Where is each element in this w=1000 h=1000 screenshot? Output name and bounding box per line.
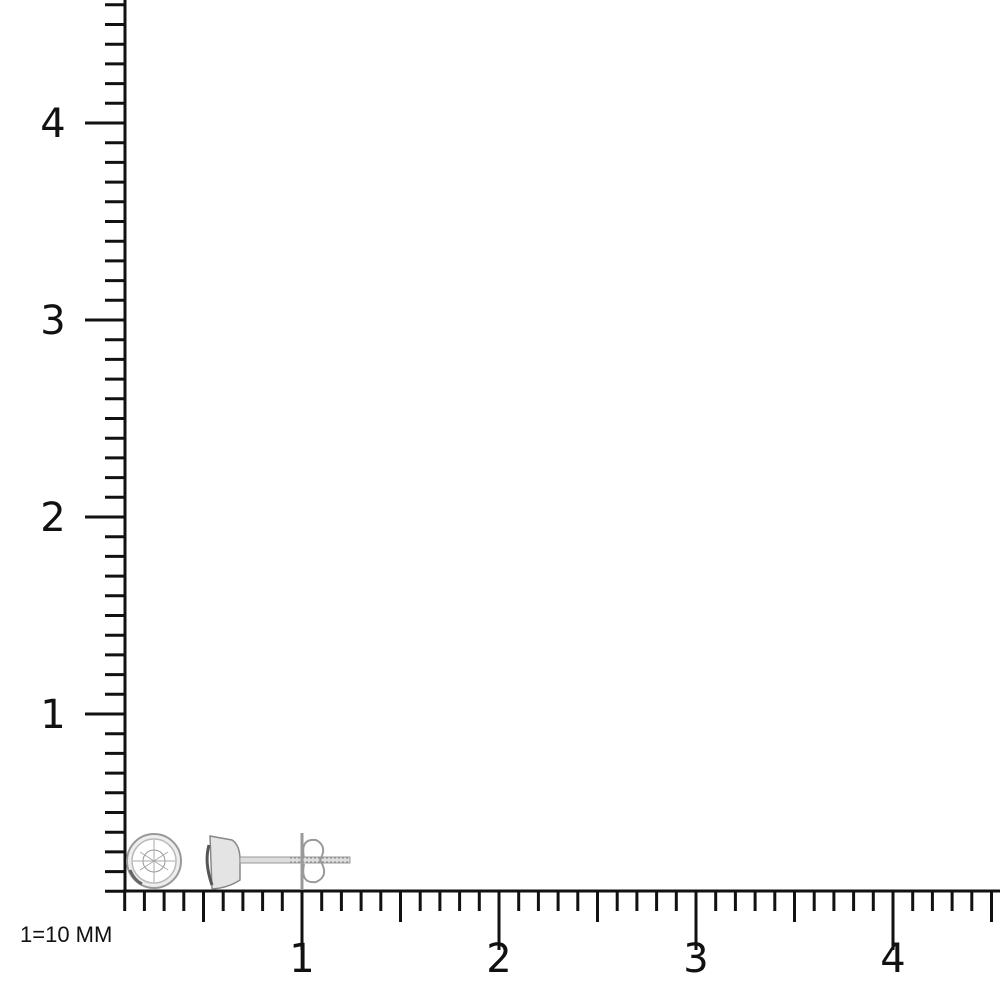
ruler-ticks — [85, 3, 993, 950]
y-tick-label: 3 — [40, 298, 65, 344]
y-tick-label: 4 — [40, 101, 65, 147]
earring-front-view — [126, 833, 182, 889]
x-tick-label: 1 — [289, 936, 314, 982]
y-tick-label: 1 — [40, 692, 65, 738]
x-tick-label: 3 — [683, 936, 708, 982]
scale-note: 1=10 MM — [20, 922, 113, 947]
earring-side-view — [205, 833, 351, 890]
x-tick-label: 2 — [486, 936, 511, 982]
y-tick-label: 2 — [40, 495, 65, 541]
x-tick-label: 4 — [880, 936, 905, 982]
